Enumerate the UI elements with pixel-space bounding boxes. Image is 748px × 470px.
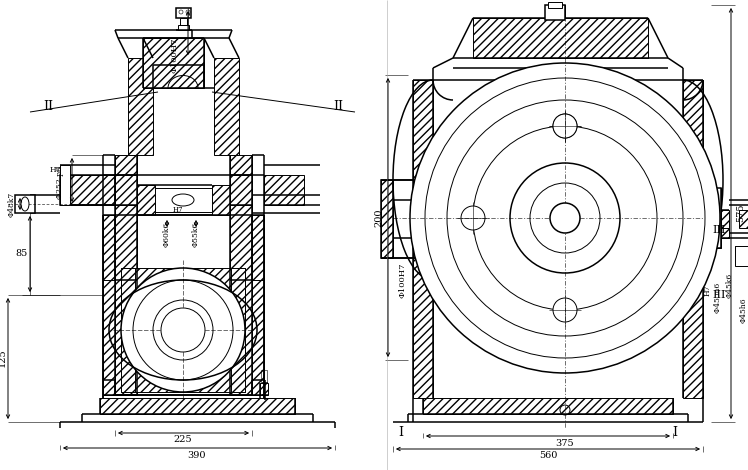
Bar — [550, 203, 580, 233]
Text: 125: 125 — [0, 349, 7, 368]
Bar — [176, 8, 191, 18]
Bar — [214, 58, 239, 155]
Bar — [261, 370, 267, 383]
Text: II: II — [333, 101, 343, 113]
Bar — [231, 268, 245, 392]
Text: Φ48k7: Φ48k7 — [8, 191, 16, 217]
Bar — [100, 398, 295, 414]
Bar — [60, 165, 70, 205]
Bar — [230, 155, 252, 395]
Circle shape — [425, 78, 705, 358]
Bar — [60, 175, 115, 205]
Bar — [178, 25, 189, 30]
Bar — [143, 38, 204, 88]
Text: H7: H7 — [704, 284, 712, 296]
Bar — [423, 398, 673, 414]
Text: Φ60k6: Φ60k6 — [163, 221, 171, 247]
Bar — [711, 210, 729, 228]
Text: III: III — [712, 225, 726, 235]
Bar — [545, 5, 565, 20]
Ellipse shape — [172, 194, 194, 206]
Bar — [381, 180, 416, 258]
Bar — [735, 246, 748, 256]
Bar — [739, 210, 748, 228]
Bar — [693, 188, 721, 248]
Bar — [128, 58, 153, 155]
Bar — [381, 180, 393, 258]
Circle shape — [121, 268, 245, 392]
Circle shape — [553, 298, 577, 322]
Circle shape — [510, 163, 620, 273]
Circle shape — [530, 183, 600, 253]
Bar — [137, 185, 155, 215]
Bar — [693, 188, 699, 248]
Text: Φ45k6: Φ45k6 — [726, 273, 734, 298]
Bar — [212, 185, 230, 215]
Circle shape — [153, 300, 213, 360]
Bar — [180, 18, 187, 25]
Circle shape — [410, 63, 720, 373]
Text: 375: 375 — [556, 439, 574, 447]
Text: Φ55k6: Φ55k6 — [192, 221, 200, 247]
Circle shape — [461, 206, 485, 230]
Bar — [115, 155, 137, 395]
Bar — [260, 383, 268, 395]
Bar — [548, 2, 562, 8]
Bar — [121, 268, 245, 392]
Circle shape — [473, 126, 657, 310]
Text: II: II — [43, 101, 53, 113]
Circle shape — [550, 203, 580, 233]
Circle shape — [133, 280, 233, 380]
Text: Φ45 m6: Φ45 m6 — [714, 283, 722, 313]
Bar — [155, 188, 212, 212]
Text: 560: 560 — [539, 452, 557, 461]
Bar — [15, 195, 35, 213]
Bar — [473, 18, 648, 58]
Bar — [252, 215, 264, 280]
Bar — [711, 228, 729, 238]
Text: Φ100H7: Φ100H7 — [399, 262, 407, 298]
Bar — [735, 246, 748, 266]
Bar — [103, 215, 115, 280]
Text: Φ252 р6: Φ252 р6 — [56, 166, 64, 199]
Text: H7: H7 — [49, 166, 61, 174]
Text: Φ45h6: Φ45h6 — [740, 297, 748, 323]
Circle shape — [161, 308, 205, 352]
Text: 225: 225 — [174, 436, 192, 445]
Circle shape — [553, 114, 577, 138]
Ellipse shape — [21, 197, 29, 211]
Bar — [264, 175, 304, 205]
Text: 390: 390 — [188, 452, 206, 461]
Bar — [115, 175, 137, 205]
Text: I: I — [672, 425, 678, 439]
Bar — [715, 188, 721, 248]
Bar — [545, 5, 565, 18]
Text: 85: 85 — [16, 250, 28, 259]
Bar — [103, 280, 115, 395]
Bar — [60, 175, 115, 205]
Text: III: III — [712, 290, 726, 300]
Circle shape — [447, 100, 683, 336]
Bar — [413, 80, 433, 398]
Text: Φ100H7: Φ100H7 — [171, 37, 179, 73]
Text: 575: 575 — [737, 204, 746, 222]
Bar — [230, 175, 252, 205]
Text: 200: 200 — [375, 209, 384, 227]
Text: H7: H7 — [173, 206, 183, 214]
Text: I: I — [399, 425, 403, 439]
Bar — [252, 280, 264, 395]
Bar — [683, 80, 703, 398]
Bar — [121, 268, 135, 392]
Circle shape — [553, 114, 577, 138]
